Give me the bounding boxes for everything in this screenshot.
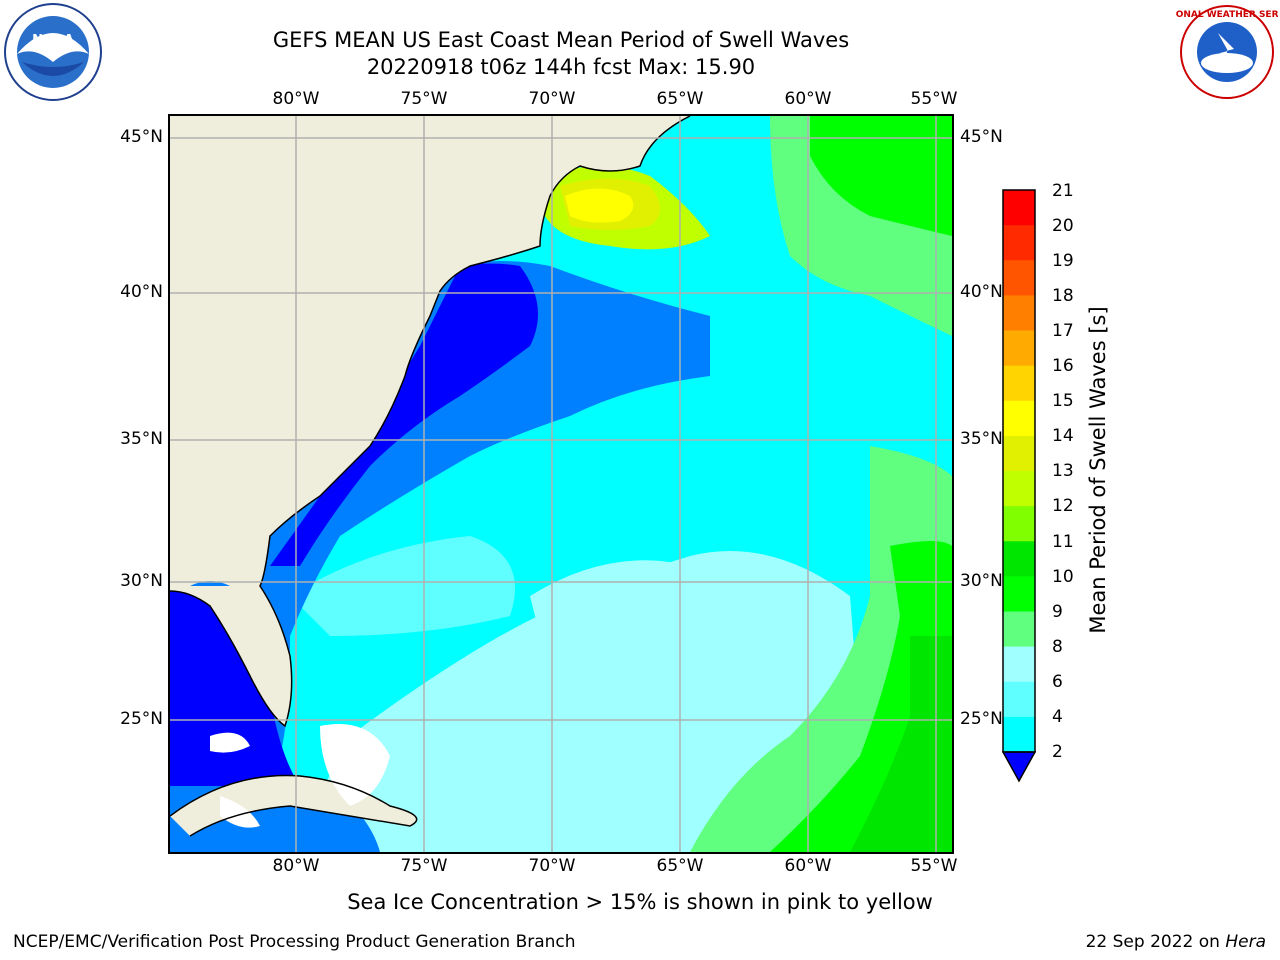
lat-label-right-30n: 30°N — [960, 571, 1003, 591]
map-field — [170, 116, 952, 852]
cbar-tick-21: 21 — [1052, 181, 1074, 201]
colorbar-swatch — [1003, 295, 1035, 331]
colorbar-swatch — [1003, 435, 1035, 472]
colorbar-swatch — [1003, 681, 1035, 718]
lat-label-left-35n: 35°N — [120, 429, 163, 449]
cbar-tick-4: 4 — [1052, 707, 1063, 727]
cbar-tick-17: 17 — [1052, 321, 1074, 341]
footer-branch: NCEP/EMC/Verification Post Processing Pr… — [13, 932, 576, 952]
map-panel — [168, 114, 954, 854]
footer-date-text: 22 Sep 2022 on — [1085, 932, 1226, 952]
colorbar — [1001, 189, 1037, 783]
lat-label-left-40n: 40°N — [120, 282, 163, 302]
colorbar-swatch — [1003, 260, 1035, 296]
colorbar-swatches — [1001, 189, 1037, 783]
cbar-tick-11: 11 — [1052, 532, 1074, 552]
lon-label-bottom-55w: 55°W — [910, 856, 958, 876]
colorbar-swatch — [1003, 646, 1035, 683]
lat-label-left-45n: 45°N — [120, 127, 163, 147]
cbar-tick-16: 16 — [1052, 356, 1074, 376]
cbar-tick-14: 14 — [1052, 426, 1074, 446]
lon-label-top-55w: 55°W — [910, 89, 958, 109]
lon-label-bottom-60w: 60°W — [784, 856, 832, 876]
lat-label-left-30n: 30°N — [120, 571, 163, 591]
cbar-tick-12: 12 — [1052, 496, 1074, 516]
lat-label-right-40n: 40°N — [960, 282, 1003, 302]
lon-label-bottom-75w: 75°W — [400, 856, 448, 876]
svg-text:NATIONAL WEATHER SERVICE: NATIONAL WEATHER SERVICE — [1176, 10, 1278, 20]
cbar-tick-20: 20 — [1052, 216, 1074, 236]
lat-label-right-45n: 45°N — [960, 127, 1003, 147]
colorbar-swatch — [1003, 611, 1035, 648]
cbar-tick-18: 18 — [1052, 286, 1074, 306]
lon-label-top-70w: 70°W — [528, 89, 576, 109]
lon-label-top-75w: 75°W — [400, 89, 448, 109]
lat-label-left-25n: 25°N — [120, 709, 163, 729]
colorbar-swatch — [1003, 471, 1035, 507]
title-line-1: GEFS MEAN US East Coast Mean Period of S… — [272, 28, 850, 52]
title-line-2: 20220918 t06z 144h fcst Max: 15.90 — [366, 55, 756, 79]
sea-ice-note: Sea Ice Concentration > 15% is shown in … — [347, 890, 933, 914]
cbar-tick-8: 8 — [1052, 637, 1063, 657]
cbar-tick-2: 2 — [1052, 742, 1063, 762]
footer-date: 22 Sep 2022 on Hera — [1086, 932, 1266, 952]
cbar-tick-10: 10 — [1052, 567, 1074, 587]
cbar-tick-9: 9 — [1052, 602, 1063, 622]
lat-label-right-25n: 25°N — [960, 709, 1003, 729]
colorbar-swatch — [1003, 506, 1035, 542]
lon-label-top-80w: 80°W — [272, 89, 320, 109]
colorbar-label: Mean Period of Swell Waves [s] — [1086, 306, 1110, 634]
lon-label-top-65w: 65°W — [656, 89, 704, 109]
lon-label-bottom-70w: 70°W — [528, 856, 576, 876]
cbar-tick-6: 6 — [1052, 672, 1063, 692]
colorbar-swatch — [1003, 400, 1035, 437]
lon-label-top-60w: 60°W — [784, 89, 832, 109]
lon-label-bottom-80w: 80°W — [272, 856, 320, 876]
lon-label-bottom-65w: 65°W — [656, 856, 704, 876]
lat-label-right-35n: 35°N — [960, 429, 1003, 449]
colorbar-swatch — [1003, 541, 1035, 577]
colorbar-swatch — [1003, 365, 1035, 402]
footer-host: Hera — [1225, 932, 1266, 952]
colorbar-swatch — [1003, 190, 1035, 226]
cbar-tick-19: 19 — [1052, 251, 1074, 271]
colorbar-swatch — [1003, 716, 1035, 753]
colorbar-extend-arrow — [1001, 751, 1037, 783]
colorbar-swatch — [1003, 330, 1035, 367]
noaa-text: NOAA — [32, 33, 74, 48]
colorbar-swatch — [1003, 576, 1035, 612]
cbar-tick-15: 15 — [1052, 391, 1074, 411]
colorbar-swatch — [1003, 225, 1035, 261]
noaa-logo: NOAA — [2, 2, 104, 102]
cbar-tick-13: 13 — [1052, 461, 1074, 481]
nws-logo: NATIONAL WEATHER SERVICE — [1152, 3, 1280, 101]
